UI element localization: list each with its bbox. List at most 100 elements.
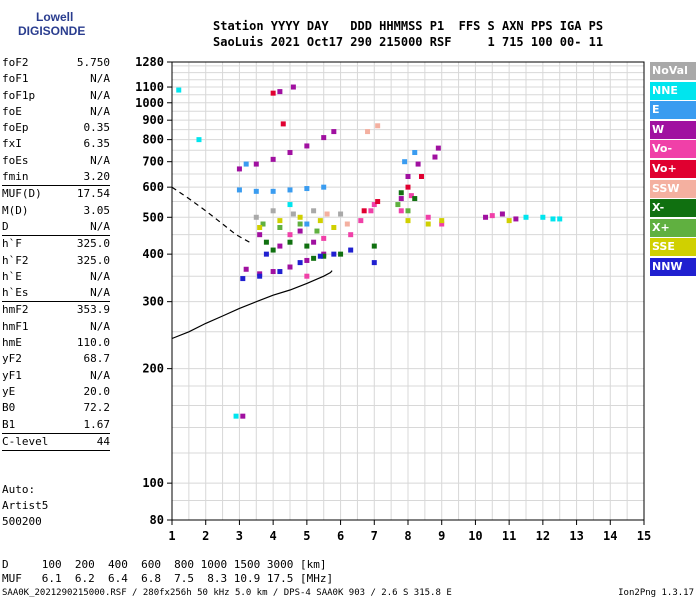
data-point bbox=[361, 208, 367, 214]
data-point bbox=[304, 221, 310, 227]
data-point bbox=[348, 247, 354, 253]
param-name: yE bbox=[2, 384, 16, 398]
data-point bbox=[439, 218, 445, 224]
x-tick-label: 6 bbox=[337, 529, 344, 543]
param-value: 6.35 bbox=[83, 137, 111, 151]
data-point bbox=[317, 253, 323, 259]
param-row: yF1 N/A bbox=[2, 368, 110, 384]
data-point bbox=[236, 166, 242, 172]
param-value: 110.0 bbox=[76, 336, 110, 350]
data-point bbox=[371, 202, 377, 208]
station-header: Station YYYY DAY DDD HHMMSS P1 FFS S AXN… bbox=[213, 18, 603, 50]
data-point bbox=[304, 273, 310, 279]
x-tick-label: 7 bbox=[371, 529, 378, 543]
data-point bbox=[348, 232, 354, 238]
data-point bbox=[297, 228, 303, 234]
data-point bbox=[280, 121, 286, 127]
data-point bbox=[418, 174, 424, 179]
data-point bbox=[331, 129, 337, 135]
param-value: 353.9 bbox=[76, 303, 110, 317]
param-value: N/A bbox=[90, 72, 110, 86]
data-point bbox=[375, 199, 381, 205]
param-row: foF1 N/A bbox=[2, 71, 110, 87]
data-point bbox=[233, 413, 239, 419]
digisonde-logo: Lowell DIGISONDE bbox=[6, 2, 85, 42]
auto-artist: Artist5 bbox=[2, 499, 49, 512]
param-value: 3.20 bbox=[83, 170, 111, 184]
param-separator bbox=[2, 450, 110, 452]
data-point bbox=[435, 145, 441, 151]
param-value: 325.0 bbox=[76, 237, 110, 251]
data-point bbox=[287, 264, 293, 270]
data-point bbox=[415, 161, 421, 167]
data-point bbox=[287, 187, 293, 193]
data-point bbox=[253, 214, 259, 220]
data-point bbox=[338, 211, 344, 217]
param-row: C-level 44 bbox=[2, 434, 110, 450]
param-value: 5.750 bbox=[76, 56, 110, 69]
legend-item: E bbox=[650, 101, 696, 120]
data-point bbox=[304, 186, 310, 192]
param-name: yF2 bbox=[2, 352, 22, 366]
data-point bbox=[270, 156, 276, 162]
data-point bbox=[196, 137, 202, 143]
data-point bbox=[408, 193, 414, 199]
auto-label: Auto: bbox=[2, 483, 36, 496]
distance-row: D 100 200 400 600 800 1000 1500 3000 [km… bbox=[2, 558, 327, 571]
legend-item: NNW bbox=[650, 257, 696, 276]
data-point bbox=[331, 251, 337, 257]
data-point bbox=[304, 143, 310, 149]
param-row: D N/A bbox=[2, 219, 110, 235]
param-value: N/A bbox=[90, 219, 110, 233]
data-point bbox=[311, 239, 317, 245]
data-point bbox=[358, 218, 364, 224]
param-name: h`F bbox=[2, 237, 22, 251]
data-point bbox=[321, 184, 327, 190]
param-row: foF2 5.750 bbox=[2, 55, 110, 71]
param-value: 1.67 bbox=[83, 417, 111, 431]
data-point bbox=[506, 218, 512, 224]
data-point bbox=[253, 161, 259, 167]
param-name: M(D) bbox=[2, 203, 29, 217]
data-point bbox=[176, 87, 182, 93]
header-line-1: Station YYYY DAY DDD HHMMSS P1 FFS S AXN… bbox=[213, 19, 604, 33]
param-row: hmE 110.0 bbox=[2, 335, 110, 351]
x-tick-label: 15 bbox=[637, 529, 651, 543]
data-point bbox=[412, 196, 418, 202]
param-value: 0.35 bbox=[83, 121, 111, 135]
param-name: h`F2 bbox=[2, 253, 29, 267]
electron-density-profile-line bbox=[171, 270, 333, 340]
x-tick-label: 4 bbox=[270, 529, 277, 543]
data-point bbox=[277, 243, 283, 249]
data-point bbox=[540, 214, 546, 220]
data-point bbox=[412, 150, 418, 156]
x-tick-label: 2 bbox=[202, 529, 209, 543]
x-tick-label: 3 bbox=[236, 529, 243, 543]
param-value: N/A bbox=[90, 319, 110, 333]
x-tick-label: 5 bbox=[303, 529, 310, 543]
param-name: foEs bbox=[2, 153, 29, 167]
param-row: B1 1.67 bbox=[2, 417, 110, 433]
data-point bbox=[550, 216, 556, 222]
x-tick-label: 8 bbox=[404, 529, 411, 543]
data-point bbox=[398, 196, 404, 202]
x-tick-label: 11 bbox=[502, 529, 516, 543]
legend-item: Vo- bbox=[650, 140, 696, 159]
y-tick-label: 600 bbox=[142, 180, 164, 194]
param-row: h`F2 325.0 bbox=[2, 253, 110, 269]
param-row: yF2 68.7 bbox=[2, 351, 110, 367]
data-point bbox=[314, 228, 320, 234]
param-row: hmF2 353.9 bbox=[2, 302, 110, 318]
data-point bbox=[405, 174, 411, 179]
data-point bbox=[371, 260, 377, 266]
param-value: 72.2 bbox=[83, 401, 111, 415]
y-tick-label: 1000 bbox=[135, 96, 164, 110]
y-tick-label: 300 bbox=[142, 295, 164, 309]
data-point bbox=[270, 269, 276, 275]
header-line-2: SaoLuis 2021 Oct17 290 215000 RSF 1 715 … bbox=[213, 35, 604, 49]
y-tick-label: 500 bbox=[142, 210, 164, 224]
x-tick-label: 9 bbox=[438, 529, 445, 543]
legend-item: SSE bbox=[650, 238, 696, 257]
param-separator bbox=[2, 432, 110, 434]
